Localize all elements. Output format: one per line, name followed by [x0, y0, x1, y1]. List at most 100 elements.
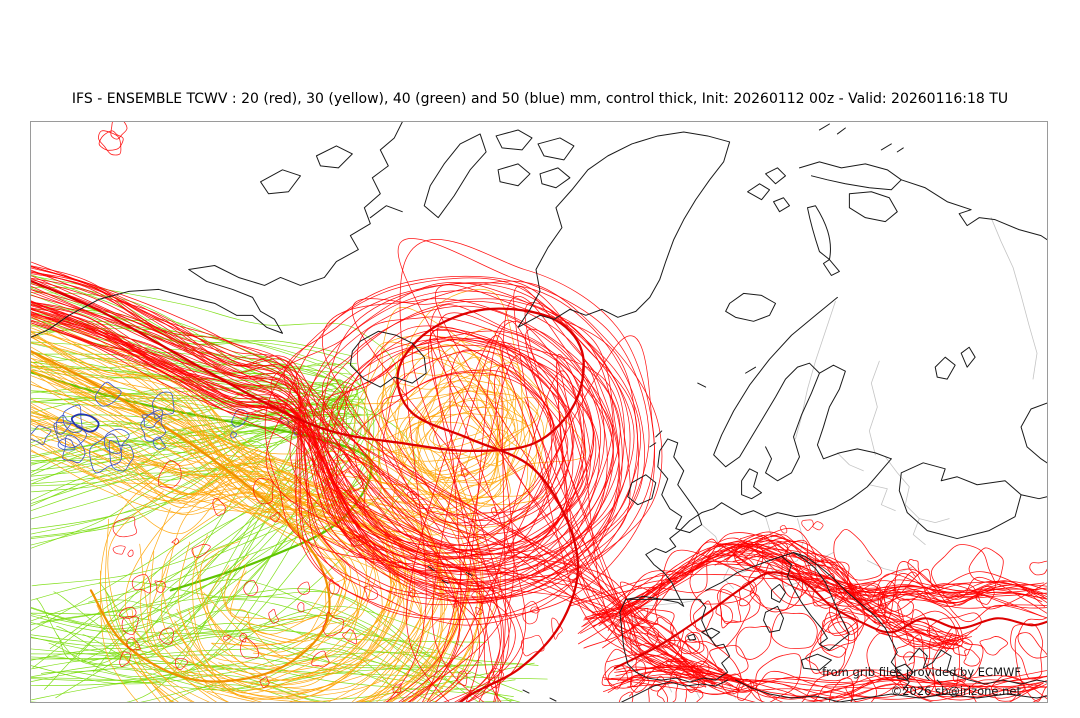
ensemble-member-red: [931, 626, 984, 694]
control-member-green: [31, 371, 373, 592]
ensemble-member-red: [812, 521, 824, 531]
ensemble-member-red: [31, 280, 663, 702]
coastline: [747, 183, 771, 201]
control-member-blue: [70, 413, 100, 433]
ensemble-member-red: [171, 538, 180, 545]
ensemble-member-red: [618, 691, 634, 702]
ensemble-member-green: [31, 636, 444, 689]
coastline: [725, 292, 777, 322]
ensemble-member-red: [650, 675, 666, 692]
ensemble-member-red: [31, 239, 656, 702]
ensemble-member-red: [734, 542, 764, 572]
ensemble-member-yellow: [31, 351, 375, 670]
ensemble-member-red: [330, 453, 352, 476]
coastline: [619, 598, 731, 683]
chart-title: IFS - ENSEMBLE TCWV : 20 (red), 30 (yell…: [71, 91, 1009, 107]
ensemble-member-red: [591, 540, 1046, 614]
ensemble-member-red: [297, 602, 305, 613]
ensemble-member-red: [963, 649, 981, 667]
coastline: [960, 346, 976, 368]
ensemble-member-blue: [55, 414, 72, 435]
ensemble-member-red: [735, 625, 772, 660]
country-border: [837, 452, 864, 472]
country-border: [693, 685, 701, 699]
coastline: [765, 167, 787, 185]
ensemble-member-green: [31, 413, 377, 649]
ensemble-member-red: [902, 651, 915, 666]
ensemble-member-red: [755, 653, 802, 702]
ensemble-member-green: [31, 629, 441, 698]
coastline: [539, 167, 571, 189]
ensemble-member-red: [736, 542, 978, 650]
ensemble-member-yellow: [31, 336, 455, 702]
ensemble-member-red: [409, 589, 416, 598]
coastline: [687, 633, 697, 641]
ensemble-member-yellow: [406, 387, 498, 500]
ensemble-member-red: [607, 665, 633, 690]
coastline: [936, 679, 942, 685]
ensemble-member-red: [620, 581, 659, 625]
ensemble-member-blue: [141, 413, 161, 428]
control-member-yellow: [31, 350, 331, 683]
ensemble-member-red: [223, 635, 232, 641]
ensemble-member-red: [897, 598, 964, 649]
ensemble-member-green: [31, 282, 362, 647]
coastline: [822, 259, 840, 276]
ensemble-member-yellow: [31, 406, 376, 659]
ensemble-member-yellow: [31, 411, 458, 702]
country-border: [918, 518, 950, 524]
ensemble-member-red: [628, 658, 1047, 702]
ensemble-member-red: [721, 540, 954, 650]
ensemble-member-yellow: [31, 384, 422, 700]
ensemble-member-red: [620, 604, 682, 669]
coastline: [495, 129, 533, 151]
coastline: [465, 571, 473, 576]
country-border: [868, 484, 896, 512]
coastline: [900, 179, 1047, 241]
ensemble-member-red: [31, 279, 734, 680]
ensemble-member-red: [475, 606, 484, 615]
ensemble-member-red: [31, 294, 707, 688]
ensemble-member-red: [677, 628, 701, 655]
ensemble-member-red: [907, 558, 920, 577]
ensemble-member-red: [721, 534, 961, 646]
ensemble-member-red: [620, 668, 1039, 702]
coastline: [627, 474, 657, 506]
ensemble-member-red: [630, 674, 650, 693]
ensemble-member-red: [31, 314, 735, 680]
ensemble-member-red: [159, 627, 174, 645]
coastline: [763, 605, 785, 633]
ensemble-member-red: [119, 651, 131, 668]
credits-copyright: ©2026 sb@irizone.net: [890, 684, 1021, 698]
ensemble-member-red: [968, 547, 1004, 583]
ensemble-member-red: [681, 639, 709, 667]
ensemble-member-red: [684, 688, 704, 702]
ensemble-member-yellow: [31, 365, 335, 643]
coastline: [773, 197, 791, 213]
ensemble-member-blue: [62, 434, 86, 464]
country-border: [868, 360, 880, 456]
ensemble-member-red: [31, 269, 555, 702]
ensemble-member-red: [602, 549, 1047, 649]
ensemble-member-red: [453, 600, 460, 608]
ensemble-member-blue: [31, 425, 52, 445]
ensemble-member-blue: [140, 409, 166, 442]
ensemble-member-red: [926, 612, 982, 645]
ensemble-member-red: [629, 624, 659, 656]
coastline: [924, 675, 930, 681]
ensemble-member-yellow: [363, 341, 501, 503]
ensemble-member-yellow: [31, 327, 470, 702]
coastline: [31, 122, 403, 338]
coastlines-layer: [31, 122, 1047, 702]
ensemble-member-red: [456, 670, 468, 687]
ensemble-member-yellow: [31, 443, 371, 668]
ensemble-member-red: [781, 539, 813, 599]
control-member-red: [613, 571, 1047, 670]
ensemble-member-yellow: [432, 361, 515, 476]
ensemble-member-red: [31, 313, 738, 688]
coastline: [655, 430, 663, 438]
coastline: [1020, 402, 1047, 464]
ensemble-member-yellow: [376, 383, 483, 450]
ensemble-member-red: [121, 615, 139, 635]
